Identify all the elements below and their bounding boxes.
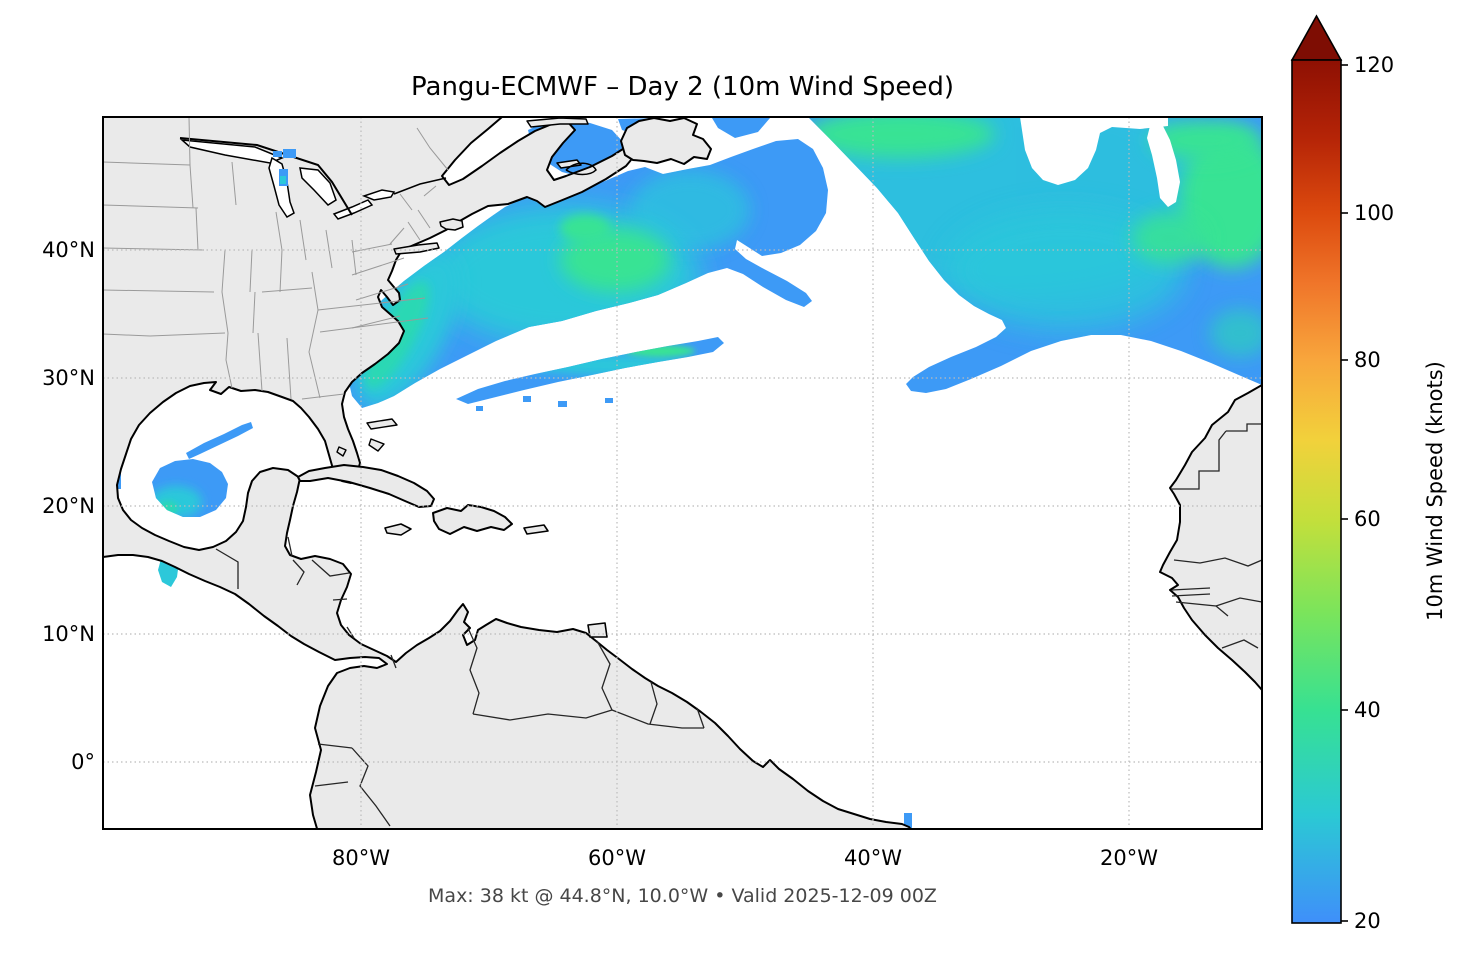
y-tick-30n: 30°N [42, 366, 95, 390]
colorbar-ticks [1341, 64, 1348, 922]
gridlines [103, 117, 1262, 829]
us-state-borders [103, 117, 449, 400]
y-tick-40n: 40°N [42, 238, 95, 262]
colorbar [1290, 14, 1348, 924]
y-tick-0: 0° [71, 750, 95, 774]
wind-shading-brazil-coast [904, 813, 912, 829]
island-cuba [297, 464, 435, 508]
island-jamaica [384, 523, 412, 536]
wind-hole-sliver [1147, 124, 1180, 207]
colorbar-tick-100: 100 [1354, 201, 1395, 225]
colorbar-tick-60: 60 [1354, 507, 1381, 531]
wind-shading-nf-east [712, 118, 770, 138]
colorbar-label: 10m Wind Speed (knots) [1423, 361, 1447, 621]
island-cape-cod [439, 218, 464, 231]
x-tick-80w: 80°W [332, 846, 390, 870]
island-trinidad [587, 622, 608, 638]
colorbar-extend-arrow [1290, 14, 1343, 61]
caption-annotation: Max: 38 kt @ 44.8°N, 10.0°W • Valid 2025… [428, 885, 937, 907]
wind-shading-campeche-streak [186, 422, 253, 459]
country-borders [215, 423, 1262, 827]
figure-title: Pangu-ECMWF – Day 2 (10m Wind Speed) [411, 72, 954, 102]
lake-huron [299, 167, 337, 206]
y-tick-20n: 20°N [42, 494, 95, 518]
colorbar-tick-80: 80 [1354, 348, 1381, 372]
wind-cores-nw-atlantic [354, 170, 750, 408]
st-lawrence-river [393, 177, 447, 195]
map-frame [102, 116, 1263, 830]
island-puerto-rico [523, 524, 549, 535]
x-tick-40w: 40°W [844, 846, 902, 870]
colorbar-tick-20: 20 [1354, 909, 1381, 933]
colorbar-gradient [1291, 59, 1342, 924]
island-bahamas-3 [336, 446, 347, 457]
land-north-south-america [103, 117, 912, 829]
y-tick-10n: 10°N [42, 622, 95, 646]
island-prince-edward [556, 159, 582, 169]
lake-ontario [361, 189, 396, 201]
land-africa [1159, 384, 1262, 691]
colorbar-tick-40: 40 [1354, 698, 1381, 722]
colorbar-tick-120: 120 [1354, 53, 1395, 77]
island-bahamas-1 [366, 418, 398, 430]
wind-shading-great-lakes [273, 149, 296, 186]
lakes-north-shore [179, 137, 353, 216]
island-long-island [393, 242, 440, 255]
island-bahamas-2 [368, 438, 385, 452]
bras-dor-curl [565, 162, 597, 176]
wind-hole-notch [1020, 117, 1168, 185]
island-newfoundland [620, 117, 712, 165]
island-hispaniola [432, 504, 513, 535]
landmasses [103, 117, 1262, 829]
x-tick-20w: 20°W [1100, 846, 1158, 870]
lake-erie [332, 199, 374, 220]
x-tick-60w: 60°W [588, 846, 646, 870]
